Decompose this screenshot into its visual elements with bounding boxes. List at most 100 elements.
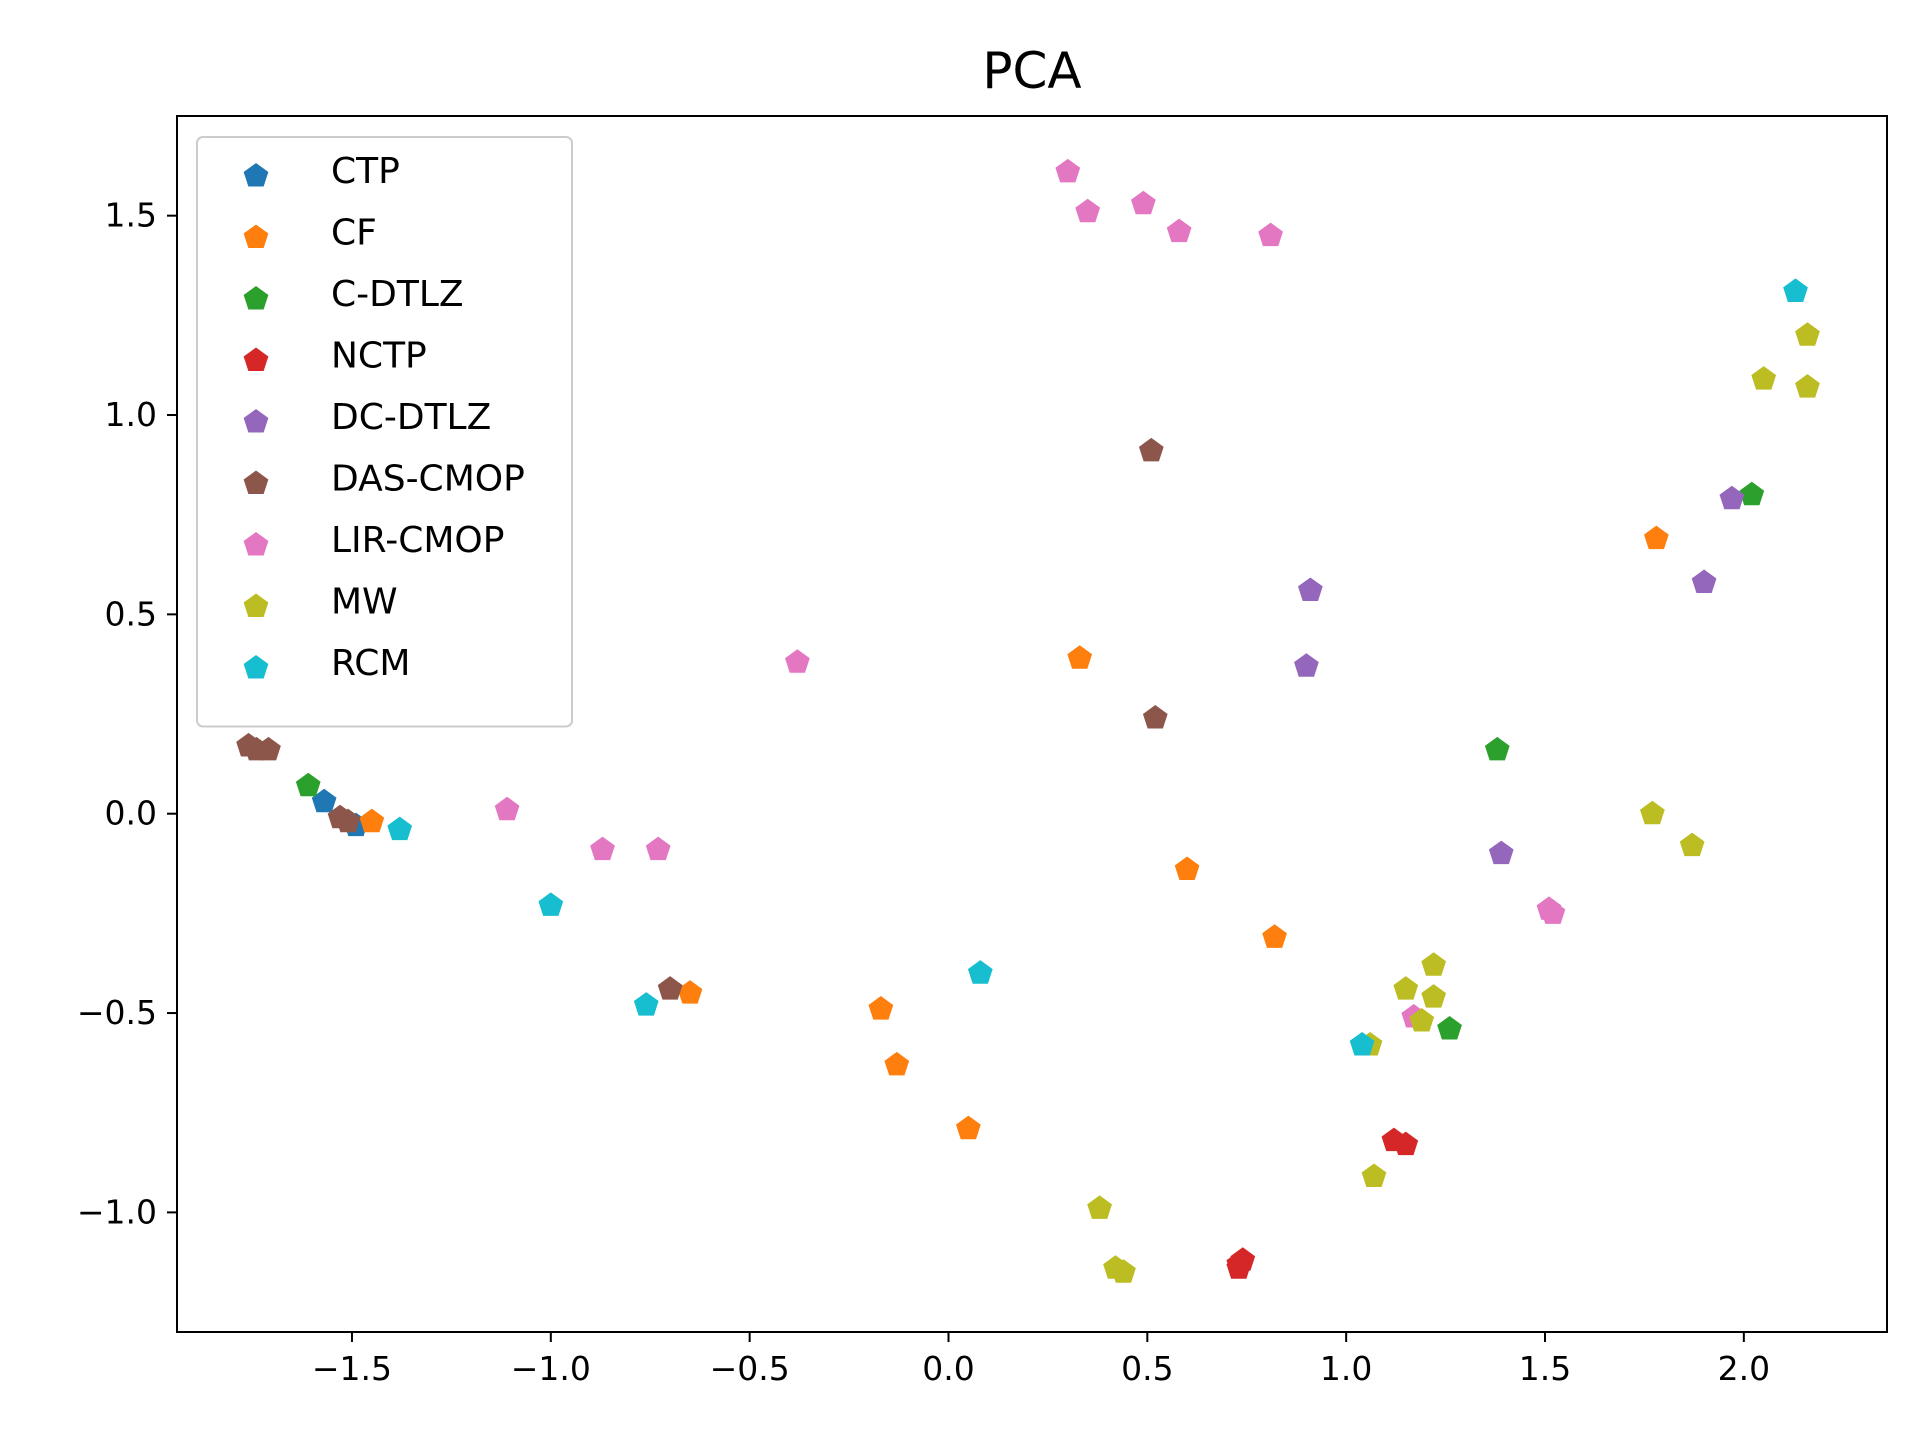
x-tick-label: 0.5 [1121, 1349, 1173, 1388]
data-point [1739, 481, 1765, 506]
legend-marker [243, 347, 269, 372]
data-point [1393, 1131, 1419, 1156]
plot-frame [176, 115, 1888, 1333]
legend-item: NCTP [243, 336, 427, 377]
x-tick-label: 0.0 [922, 1349, 974, 1388]
data-point [1540, 900, 1566, 924]
data-point [1488, 840, 1514, 865]
legend-label: DC-DTLZ [331, 397, 491, 438]
data-point [868, 996, 894, 1020]
data-point [1298, 577, 1323, 601]
legend-label: RCM [331, 643, 410, 684]
legend-item: DC-DTLZ [243, 397, 491, 438]
data-point [1349, 1031, 1375, 1056]
data-point [1075, 198, 1101, 223]
data-point [967, 960, 993, 984]
data-point [1437, 1016, 1462, 1040]
data-points [236, 158, 1820, 1283]
series-rcm [387, 278, 1808, 1056]
data-point [1361, 1163, 1387, 1188]
legend: CTP CF C-DTLZ NCTP DC-DTLZ DAS-CMOP LIR-CMOP MW… [196, 136, 573, 728]
legend-label: CF [331, 213, 377, 254]
data-point [295, 772, 321, 797]
data-point [1087, 1195, 1112, 1219]
legend-marker [243, 224, 269, 249]
legend-marker [243, 163, 269, 187]
data-point [677, 980, 703, 1004]
data-point [1795, 374, 1820, 398]
legend-marker [243, 532, 269, 556]
chart-title: PCA [982, 42, 1081, 100]
y-tick-label: 0.0 [105, 794, 157, 833]
y-tick-label: 0.5 [105, 594, 157, 633]
legend-marker [243, 593, 269, 618]
legend-item: MW [243, 582, 398, 623]
legend-item: DAS-CMOP [243, 459, 525, 500]
series-nctp [1226, 1127, 1419, 1279]
data-point [1719, 485, 1745, 510]
data-point [1226, 1251, 1252, 1275]
legend-label: C-DTLZ [331, 274, 464, 315]
legend-marker [243, 655, 269, 679]
legend-box [196, 136, 573, 728]
legend-item: CTP [243, 151, 400, 192]
legend-item: LIR-CMOP [243, 520, 504, 561]
data-point [311, 788, 337, 813]
data-point [1643, 525, 1669, 550]
data-point [1691, 569, 1717, 593]
data-point [1174, 856, 1200, 881]
data-point [1142, 705, 1168, 729]
legend-marker [243, 286, 269, 310]
legend-marker [243, 470, 269, 495]
legend-label: LIR-CMOP [331, 520, 504, 561]
x-tick-label: 1.5 [1519, 1349, 1571, 1388]
data-point [1421, 952, 1447, 976]
data-point [785, 649, 810, 673]
data-point [1262, 924, 1287, 948]
series-dc-dtlz [1294, 485, 1745, 865]
legend-label: DAS-CMOP [331, 459, 525, 500]
data-point [1055, 158, 1081, 183]
x-tick-label: 2.0 [1718, 1349, 1770, 1388]
data-point [1751, 366, 1777, 390]
data-point [590, 836, 615, 861]
x-tick-label: 1.0 [1320, 1349, 1372, 1388]
data-point [1393, 976, 1419, 1000]
legend-marker [243, 409, 269, 433]
data-point [657, 976, 683, 1000]
data-point [1421, 984, 1447, 1008]
data-point [633, 992, 659, 1016]
y-tick-label: 1.5 [105, 196, 157, 235]
series-cf [359, 525, 1669, 1140]
data-point [1258, 222, 1283, 247]
data-point [1679, 832, 1705, 857]
data-point [335, 808, 361, 833]
axes: −1.5 −1.0 −0.5 0.0 0.5 1.0 1.5 2.0 −1.0 −0.5 0.0 0.… [77, 115, 1888, 1388]
data-point [1640, 800, 1665, 825]
data-point [1783, 278, 1808, 302]
data-point [1166, 218, 1192, 243]
data-point [538, 892, 564, 916]
y-tick-label: −1.0 [77, 1192, 157, 1231]
data-point [1484, 736, 1510, 761]
data-point [359, 808, 385, 833]
data-point [1067, 645, 1093, 669]
data-point [1294, 653, 1319, 677]
data-point [956, 1115, 981, 1140]
data-point [1409, 1008, 1435, 1032]
series-das-cmop [236, 437, 1168, 1000]
legend-label: MW [331, 582, 398, 623]
x-tick-label: −1.0 [511, 1349, 591, 1388]
data-point [494, 796, 520, 821]
y-tick-label: 1.0 [105, 395, 157, 434]
y-tick-label: −0.5 [77, 993, 157, 1032]
data-point [1130, 190, 1156, 215]
legend-label: CTP [331, 151, 400, 192]
data-point [1795, 322, 1820, 346]
data-point [1111, 1259, 1136, 1283]
legend-label: NCTP [331, 336, 427, 377]
x-tick-label: −0.5 [710, 1349, 790, 1388]
data-point [387, 816, 413, 841]
data-point [645, 836, 671, 861]
